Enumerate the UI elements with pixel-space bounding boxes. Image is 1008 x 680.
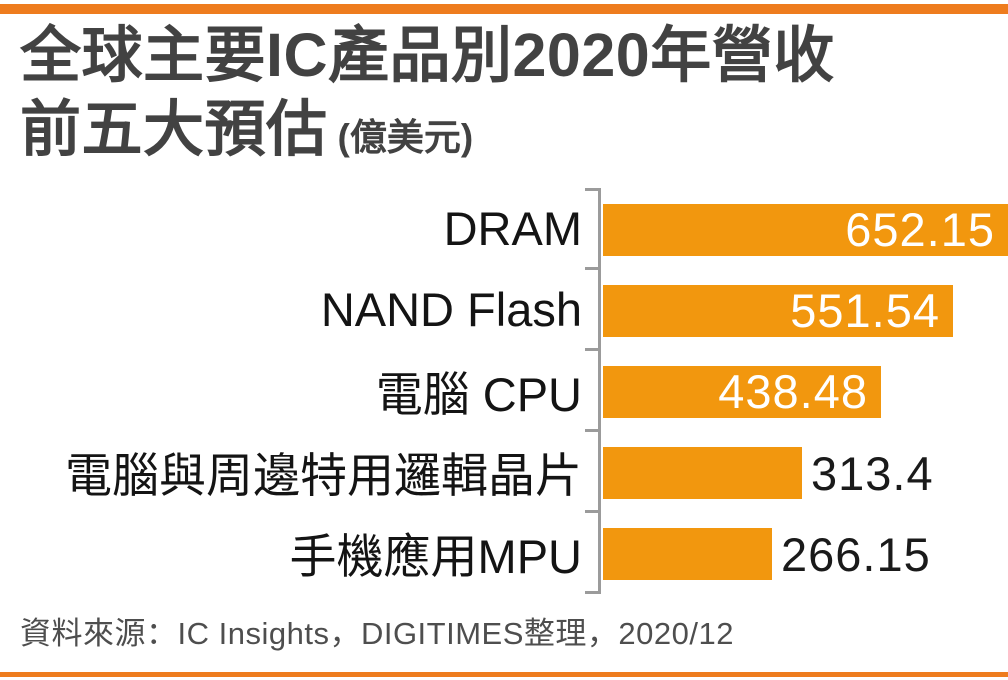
bar: 551.54 xyxy=(603,285,953,337)
axis-line xyxy=(598,188,601,594)
bar: 438.48 xyxy=(603,366,881,418)
value-label: 652.15 xyxy=(845,203,995,256)
axis-tick xyxy=(585,591,598,594)
bar xyxy=(603,528,772,580)
axis-tick xyxy=(585,348,598,351)
chart-title-line-2-text: 前五大預估 xyxy=(20,95,328,163)
value-label: 551.54 xyxy=(790,284,940,337)
chart-title-line-1: 全球主要IC產品別2020年營收 xyxy=(20,21,835,89)
category-label: 電腦 CPU xyxy=(375,368,582,421)
category-label: DRAM xyxy=(443,202,582,255)
category-label: 手機應用MPU xyxy=(289,530,582,583)
axis-tick xyxy=(585,267,598,270)
top-accent-strip xyxy=(0,4,1008,14)
axis-tick xyxy=(585,510,598,513)
bar: 652.15 xyxy=(603,204,1008,256)
value-label: 266.15 xyxy=(781,528,931,581)
bottom-accent-strip xyxy=(0,672,1008,677)
unit-label: (億美元) xyxy=(337,117,474,158)
horizontal-bar-chart: DRAM 652.15 NAND Flash 551.54 電腦 CPU 438.48 電腦… xyxy=(0,188,1008,594)
axis-tick xyxy=(585,429,598,432)
value-label: 438.48 xyxy=(718,365,868,418)
bar xyxy=(603,447,802,499)
source-note: 資料來源：IC Insights，DIGITIMES整理，2020/12 xyxy=(20,616,734,651)
category-label: NAND Flash xyxy=(320,283,582,336)
category-label: 電腦與周邊特用邏輯晶片 xyxy=(65,449,582,502)
chart-title-block: 全球主要IC產品別2020年營收 前五大預估 (億美元) xyxy=(20,18,835,175)
axis-tick xyxy=(585,188,598,191)
value-label: 313.4 xyxy=(811,447,934,500)
chart-title-line-2: 前五大預估 (億美元) xyxy=(20,92,835,175)
